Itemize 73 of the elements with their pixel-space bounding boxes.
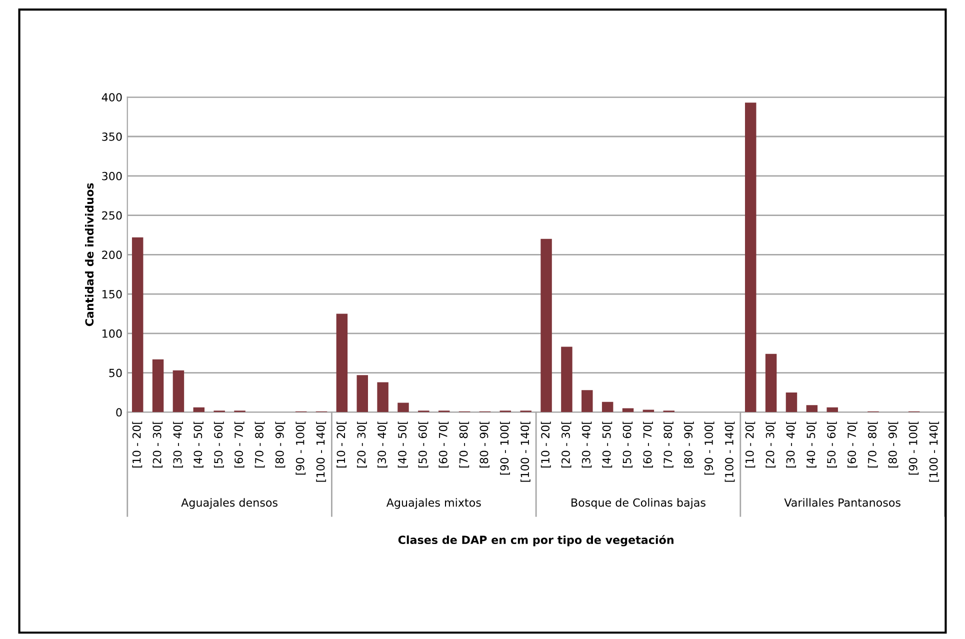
x-tick-label: [10 - 20[ xyxy=(132,422,142,468)
bar xyxy=(356,375,368,412)
x-tick-label: [80 - 90[ xyxy=(275,422,286,468)
text: Aguajales densos xyxy=(181,498,278,509)
x-tick-label: [60 - 70[ xyxy=(847,422,858,468)
x-tick-label: [60 - 70[ xyxy=(643,422,653,468)
x-tick-label: [60 - 70[ xyxy=(438,422,449,468)
x-tick-label: [50 - 60[ xyxy=(622,422,633,468)
x-tick-label: [30 - 40[ xyxy=(377,422,388,468)
bar xyxy=(765,354,777,412)
bar xyxy=(540,238,552,412)
x-tick-label: [100 - 140[ xyxy=(520,422,530,482)
text: Aguajales mixtos xyxy=(386,498,481,509)
bar xyxy=(152,359,164,412)
y-tick-label: 150 xyxy=(102,290,122,298)
x-tick-label: [100 - 140[ xyxy=(929,422,940,482)
y-tick-label: 350 xyxy=(102,132,122,141)
x-tick-label: [90 - 100[ xyxy=(500,422,510,475)
x-tick-label: [30 - 40[ xyxy=(173,422,183,468)
y-tick-label: 0 xyxy=(116,408,122,417)
x-tick-label: [20 - 30[ xyxy=(766,422,776,468)
bar xyxy=(786,392,798,412)
bar xyxy=(193,407,205,412)
bar xyxy=(744,102,756,412)
x-tick-label: [40 - 50[ xyxy=(398,422,408,468)
x-tick-label: [40 - 50[ xyxy=(194,422,204,468)
x-tick-label: [10 - 20[ xyxy=(745,422,756,468)
bar xyxy=(132,237,144,412)
x-tick-label: [100 - 140[ xyxy=(316,422,326,482)
y-tick-label: 50 xyxy=(109,368,122,378)
x-tick-label: [90 - 100[ xyxy=(908,422,919,475)
x-tick-label: [100 - 140[ xyxy=(724,422,735,482)
x-axis-title: Clases de DAP en cm por tipo de vegetación xyxy=(398,535,674,546)
x-tick-label: [90 - 100[ xyxy=(704,422,714,475)
x-tick-label: [50 - 60[ xyxy=(214,422,224,468)
bar xyxy=(336,314,348,412)
x-tick-label: [80 - 90[ xyxy=(888,422,898,468)
x-tick-label: [70 - 80[ xyxy=(254,422,265,468)
x-tick-label: [50 - 60[ xyxy=(826,422,837,468)
x-tick-label: [70 - 80[ xyxy=(868,422,878,468)
bar xyxy=(377,382,388,412)
x-tick-label: [50 - 60[ xyxy=(418,422,428,468)
bar xyxy=(826,407,838,412)
x-tick-label: [80 - 90[ xyxy=(480,422,490,468)
bar xyxy=(561,346,572,412)
x-tick-label: [30 - 40[ xyxy=(786,422,796,468)
x-tick-label: [20 - 30[ xyxy=(152,422,163,468)
x-tick-label: [10 - 20[ xyxy=(336,422,346,468)
bar xyxy=(806,405,818,412)
x-tick-label: [30 - 40[ xyxy=(582,422,592,468)
y-tick-label: 300 xyxy=(102,172,122,180)
bar xyxy=(398,402,409,412)
text: Varillales Pantanosos xyxy=(784,498,900,507)
x-tick-label: [20 - 30[ xyxy=(561,422,572,468)
x-tick-label: [20 - 30[ xyxy=(356,422,367,468)
bar xyxy=(622,408,634,412)
y-tick-label: 100 xyxy=(102,329,122,338)
x-tick-label: [40 - 50[ xyxy=(806,422,816,468)
y-tick-label: 200 xyxy=(102,250,122,260)
bar xyxy=(582,390,593,412)
x-tick-label: [60 - 70[ xyxy=(234,422,244,468)
x-tick-label: [70 - 80[ xyxy=(459,422,470,468)
x-tick-label: [10 - 20[ xyxy=(540,422,551,468)
bar xyxy=(602,402,614,412)
x-tick-label: [90 - 100[ xyxy=(296,422,306,475)
x-tick-label: [40 - 50[ xyxy=(602,422,612,468)
text: Bosque de Colinas bajas xyxy=(572,498,706,509)
y-tick-label: 250 xyxy=(102,211,122,220)
y-axis-title: Cantidad de individuos xyxy=(85,183,94,326)
bar xyxy=(172,370,184,412)
x-tick-label: [80 - 90[ xyxy=(684,422,694,468)
x-tick-label: [70 - 80[ xyxy=(664,422,674,468)
y-tick-label: 400 xyxy=(102,93,122,102)
